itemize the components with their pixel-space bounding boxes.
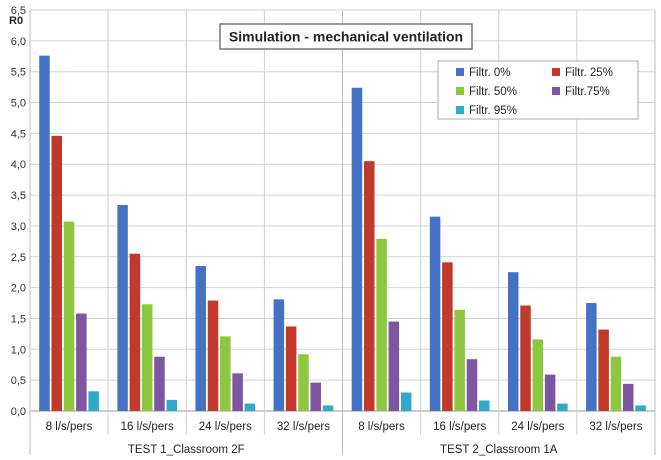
bar [351,87,363,412]
bar [635,405,646,411]
bar [166,399,178,411]
x-category-label: 32 l/s/pers [589,421,642,433]
legend: Filtr. 0% Filtr. 25% Filtr. 50% Filtr.75% Fi… [437,60,639,120]
y-tick-label: 2,0 [11,283,26,295]
bar [429,216,441,411]
x-category-label: 24 l/s/pers [511,421,564,433]
x-category-label: 8 l/s/pers [46,421,93,433]
bar [154,356,165,411]
y-tick-label: 6,5 [11,5,26,17]
legend-swatch [456,68,464,76]
y-tick-label: 5,0 [11,98,26,110]
y-tick-label: 5,5 [11,67,26,79]
bar [244,403,256,411]
bar [195,266,206,411]
y-tick-label: 1,5 [11,313,26,325]
bar [544,374,556,411]
x-group-label: TEST 1_Classroom 2F [128,444,245,456]
bar [610,356,622,411]
legend-swatch [552,68,560,76]
bar [88,391,99,411]
bar [310,382,321,411]
y-tick-label: 0,0 [11,406,26,418]
bar [298,354,309,411]
bar [207,300,219,411]
y-tick-label: 6,0 [11,36,26,48]
bar [220,336,231,411]
legend-swatch [456,87,464,95]
legend-label: Filtr. 95% [469,105,517,117]
bar [454,309,465,411]
labels-layer: 0,0 0,5 1,0 1,5 2,0 2,5 3,0 3,5 4,0 4,5 5,0 5,5 6,0 6… [11,5,643,456]
bar [51,135,63,412]
bar [141,304,153,411]
bar [285,326,297,411]
bar [376,238,387,411]
bar [76,313,87,411]
bar [507,272,519,411]
bar [232,373,243,411]
bar [557,403,568,411]
bar [442,262,453,411]
x-category-label: 32 l/s/pers [277,421,330,433]
bar [39,55,50,411]
y-tick-label: 0,5 [11,375,26,387]
legend-swatch [456,106,464,114]
bar [63,221,75,411]
bar [622,383,634,411]
bar [388,321,400,411]
legend-frame [437,60,639,120]
bar [322,405,334,411]
bar [532,339,544,411]
x-category-label: 16 l/s/pers [433,421,486,433]
chart-title-frame [219,23,473,50]
legend-label: Filtr. 50% [469,86,517,98]
chart-title: Simulation - mechanical ventilation [229,29,463,45]
x-group-label: TEST 2_Classroom 1A [440,444,558,456]
bar [400,392,412,411]
x-category-label: 16 l/s/pers [121,421,174,433]
bar [598,329,609,411]
y-tick-label: 3,5 [11,190,26,202]
bar [364,161,375,411]
bar [129,253,141,411]
bar [520,305,531,411]
bar [479,400,490,411]
x-category-label: 8 l/s/pers [358,421,405,433]
bars-layer [39,55,646,412]
bar [466,359,478,411]
y-tick-label: 2,5 [11,252,26,264]
x-category-label: 24 l/s/pers [199,421,252,433]
legend-label: Filtr. 0% [469,67,511,79]
y-tick-label: 4,5 [11,128,26,140]
y-tick-label: 4,0 [11,159,26,171]
y-tick-label: 3,0 [11,221,26,233]
chart-title-box: Simulation - mechanical ventilation [219,23,473,50]
y-axis-label: R0 [9,15,23,27]
legend-swatch [552,87,560,95]
bar [273,299,285,411]
bar [117,204,128,411]
bar [586,303,597,411]
legend-label: Filtr. 25% [565,67,613,79]
legend-label: Filtr.75% [565,86,610,98]
y-tick-label: 1,0 [11,344,26,356]
